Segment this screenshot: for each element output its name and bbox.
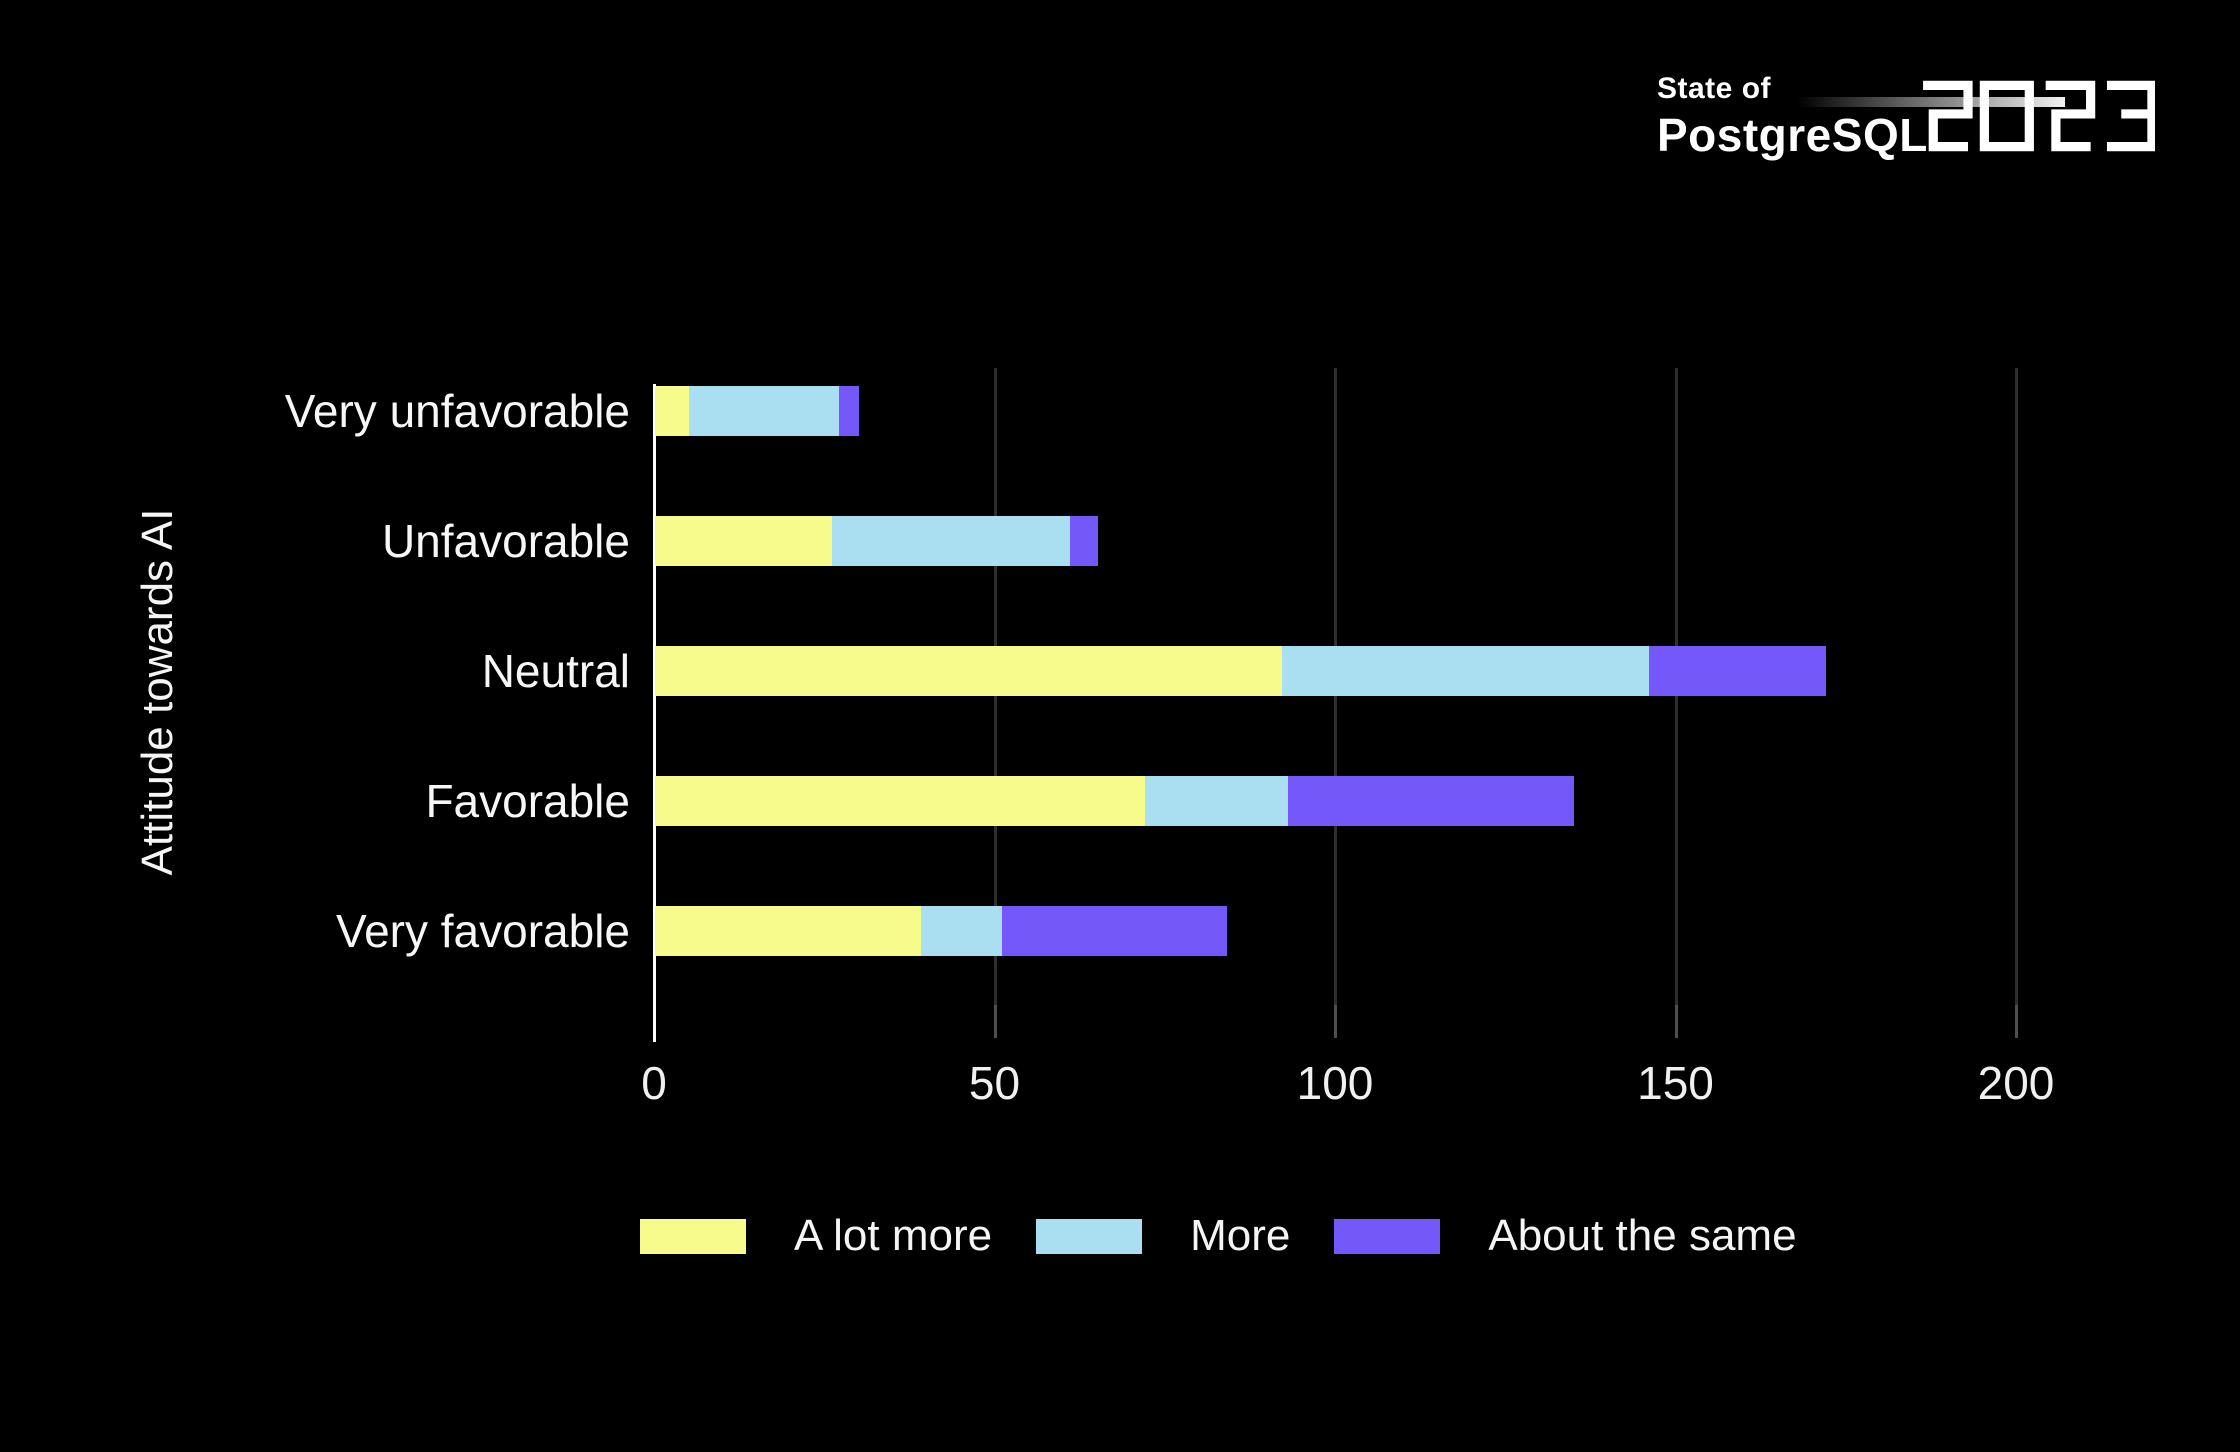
x-tick-label-0: 0 — [641, 1057, 667, 1109]
bar-segment-more — [920, 906, 1003, 956]
category-label-2: Neutral — [481, 645, 630, 697]
bar-row-1 — [655, 516, 1098, 566]
bar-segment-about-the-same — [1070, 516, 1098, 566]
legend-item-about-the-same: About the same — [1334, 1211, 1797, 1261]
bar-segment-more — [832, 516, 1071, 566]
category-label-3: Favorable — [425, 775, 630, 827]
category-labels: Very unfavorable Unfavorable Neutral Favora… — [150, 368, 630, 1038]
legend-swatch — [640, 1218, 746, 1254]
x-tick-labels: 0 50 100 150 200 — [641, 1056, 2114, 1116]
logo-state-of-text: State of — [1657, 72, 1772, 105]
bar-segment-more — [689, 386, 839, 436]
bar-segment-about-the-same — [1002, 906, 1228, 956]
x-tick-50 — [993, 1005, 997, 1038]
legend-label: About the same — [1488, 1211, 1797, 1260]
gridline-200 — [2015, 368, 2018, 1005]
category-label-0: Very unfavorable — [284, 385, 630, 437]
legend-item-more: More — [1036, 1211, 1290, 1261]
logo-year-2023-glyph — [1923, 80, 2155, 152]
bar-row-0 — [655, 386, 860, 436]
x-tick-label-100: 100 — [1296, 1057, 1374, 1109]
legend-label: More — [1190, 1211, 1291, 1260]
bar-row-4 — [655, 906, 1228, 956]
bar-segment-more — [1145, 776, 1289, 826]
bar-segment-a-lot-more — [655, 516, 833, 566]
bar-segment-a-lot-more — [655, 906, 921, 956]
logo-postgresql-text: PostgreSQL — [1657, 109, 1928, 161]
bar-segment-more — [1281, 646, 1650, 696]
x-tick-label-150: 150 — [1637, 1057, 1714, 1109]
bar-segment-a-lot-more — [655, 776, 1146, 826]
bar-segment-a-lot-more — [655, 386, 690, 436]
category-label-4: Very favorable — [335, 905, 630, 957]
legend: A lot more More About the same — [640, 1211, 1797, 1260]
x-tick-150 — [1674, 1005, 1678, 1038]
x-tick-label-200: 200 — [1977, 1057, 2055, 1109]
legend-swatch — [1036, 1218, 1143, 1254]
y-axis-line — [653, 384, 656, 1042]
logo: State of PostgreSQL — [1655, 70, 2155, 166]
logo-gradient-streak — [1797, 97, 2065, 107]
bar-segment-about-the-same — [838, 386, 860, 436]
bar-segment-about-the-same — [1649, 646, 1827, 696]
bar-segment-about-the-same — [1288, 776, 1575, 826]
category-label-1: Unfavorable — [381, 515, 630, 567]
x-tick-200 — [2015, 1005, 2018, 1038]
bar-segment-a-lot-more — [655, 646, 1282, 696]
x-tick-label-50: 50 — [968, 1057, 1021, 1109]
x-tick-100 — [1334, 1005, 1337, 1038]
legend-item-a-lot-more: A lot more — [640, 1211, 992, 1261]
legend-label: A lot more — [794, 1211, 993, 1260]
bar-row-2 — [655, 646, 1827, 696]
legend-swatch — [1334, 1218, 1441, 1254]
plot-area — [653, 368, 2114, 1042]
bar-row-3 — [655, 776, 1575, 826]
